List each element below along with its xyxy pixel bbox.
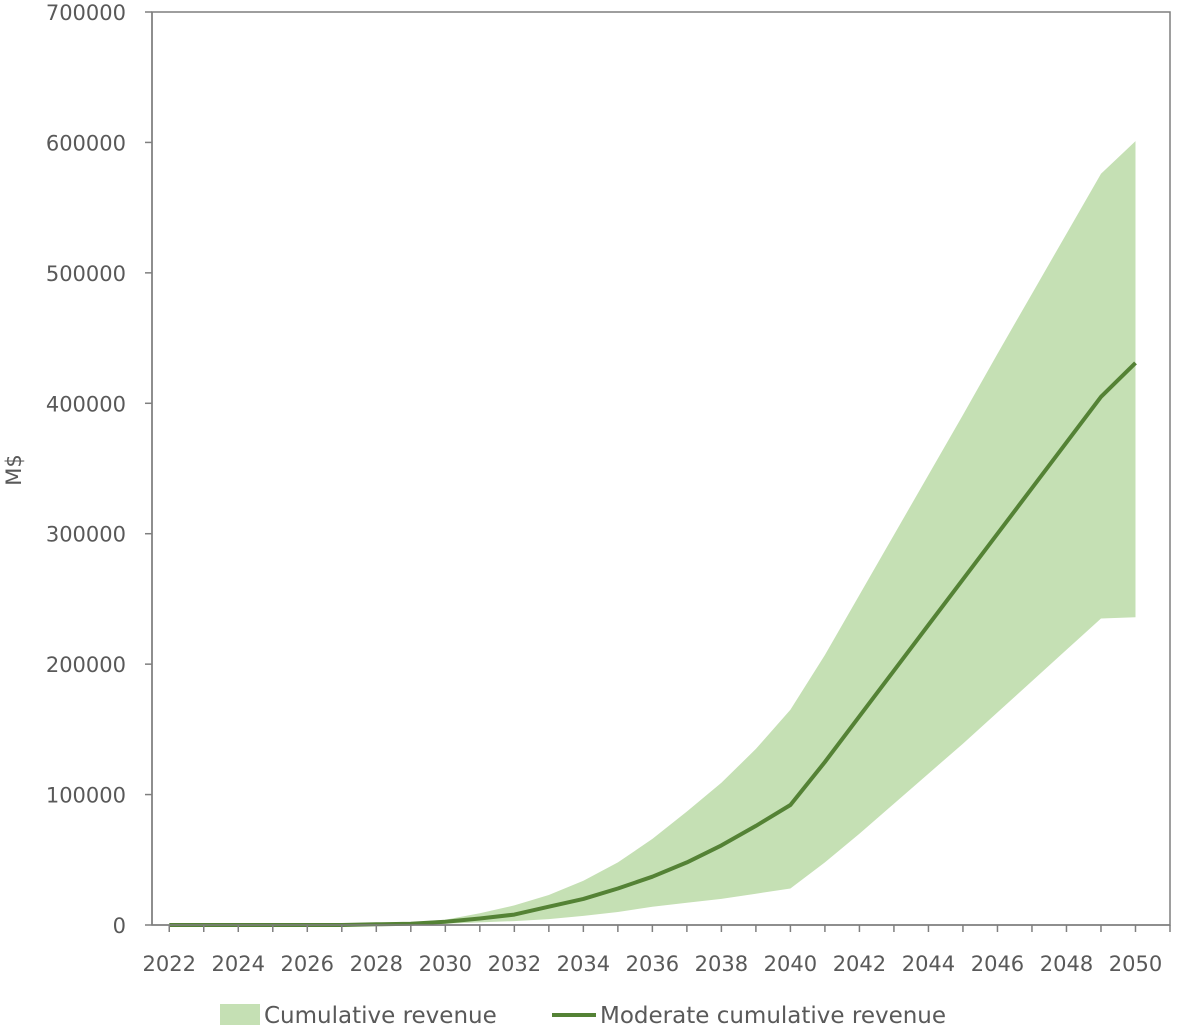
x-tick-label: 2028 <box>350 952 403 976</box>
series-area-cumulative-revenue <box>169 141 1136 926</box>
y-tick-label: 400000 <box>46 392 126 416</box>
y-tick-label: 500000 <box>46 262 126 286</box>
y-tick-label: 0 <box>113 914 126 938</box>
x-tick-label: 2046 <box>971 952 1024 976</box>
legend-label-cumulative-revenue: Cumulative revenue <box>264 1003 497 1025</box>
x-tick-label: 2044 <box>902 952 955 976</box>
x-tick-label: 2048 <box>1040 952 1093 976</box>
y-tick-label: 200000 <box>46 653 126 677</box>
x-tick-label: 2026 <box>281 952 334 976</box>
y-tick-label: 600000 <box>46 131 126 155</box>
x-tick-label: 2040 <box>764 952 817 976</box>
legend-swatch-cumulative-revenue <box>220 1004 260 1025</box>
x-tick-label: 2042 <box>833 952 886 976</box>
x-tick-label: 2036 <box>626 952 679 976</box>
x-tick-label: 2022 <box>143 952 196 976</box>
x-tick-label: 2030 <box>419 952 472 976</box>
y-tick-label: 100000 <box>46 784 126 808</box>
x-tick-label: 2024 <box>212 952 265 976</box>
y-tick-label: 300000 <box>46 523 126 547</box>
x-tick-label: 2038 <box>695 952 748 976</box>
y-axis-title: M$ <box>2 454 26 485</box>
x-tick-label: 2050 <box>1109 952 1162 976</box>
legend-label-moderate-cumulative-revenue: Moderate cumulative revenue <box>600 1003 946 1025</box>
legend: Cumulative revenue Moderate cumulative r… <box>220 1003 946 1025</box>
x-tick-label: 2032 <box>488 952 541 976</box>
x-tick-label: 2034 <box>557 952 610 976</box>
y-tick-label: 700000 <box>46 1 126 25</box>
